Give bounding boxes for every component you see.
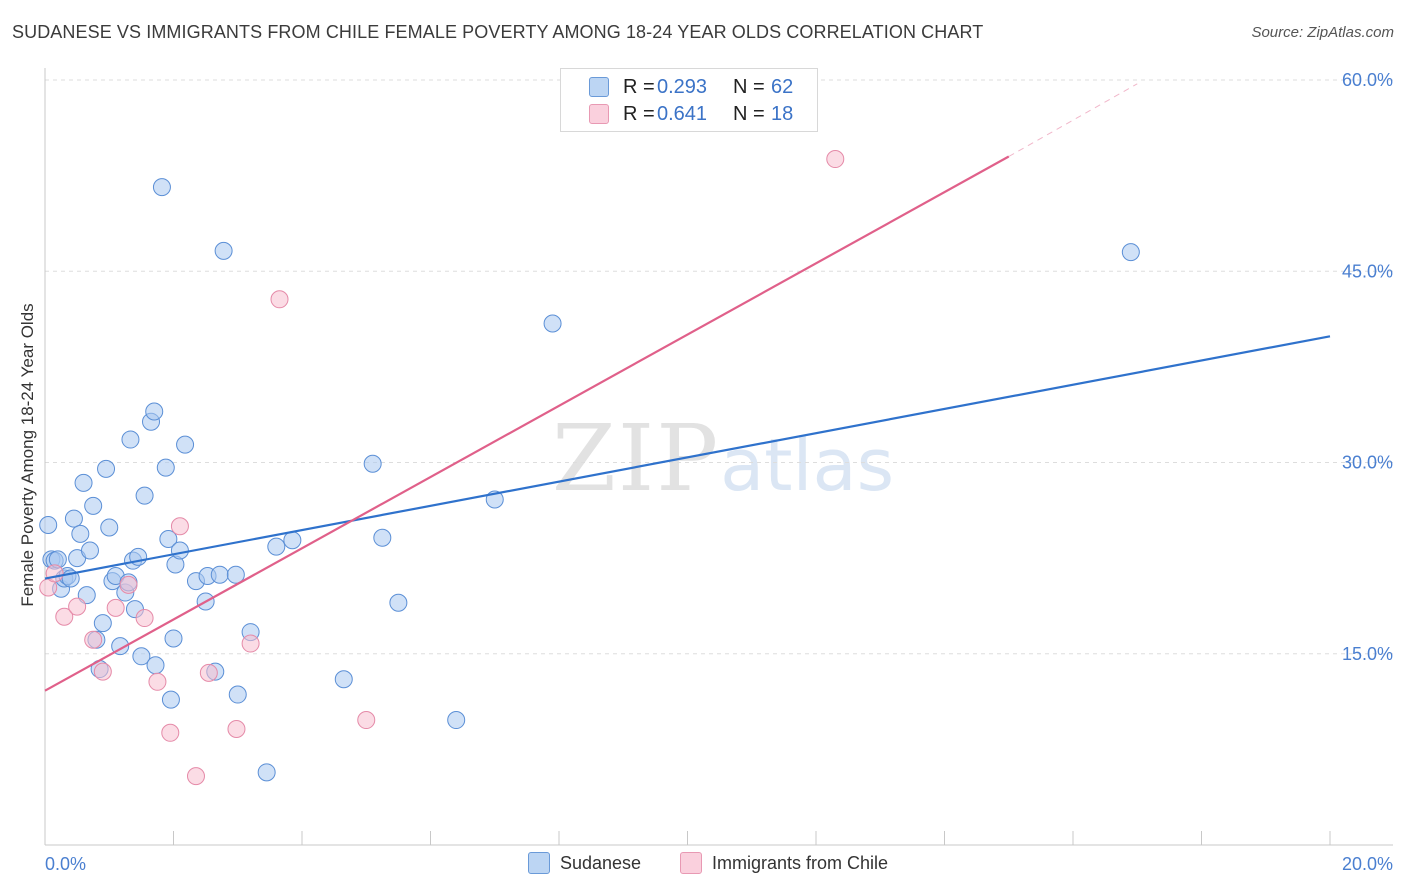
sudanese-point — [80, 541, 99, 560]
sudanese-swatch — [589, 77, 609, 97]
sudanese-point — [39, 515, 58, 534]
sudanese-legend-swatch — [528, 852, 550, 874]
chile-point — [119, 575, 138, 594]
sudanese-point — [135, 486, 154, 505]
chile-point — [170, 517, 189, 536]
sudanese-point — [71, 524, 90, 543]
sudanese-point — [161, 690, 180, 709]
n-value: 62 — [771, 75, 794, 98]
r-label: R = — [623, 102, 655, 125]
r-value: 0.293 — [657, 75, 708, 98]
n-value: 18 — [771, 102, 794, 125]
trend-layer — [44, 83, 1331, 692]
sudanese-point — [1121, 243, 1140, 262]
y-tick-label: 15.0% — [1342, 644, 1393, 664]
sudanese-point — [283, 531, 302, 550]
sudanese-point — [164, 629, 183, 648]
sudanese-point — [84, 496, 103, 515]
grid-layer — [45, 79, 1393, 655]
y-tick-label: 60.0% — [1342, 70, 1393, 90]
sudanese-point — [159, 530, 178, 548]
y-tick-label: 30.0% — [1342, 453, 1393, 473]
chile-legend-swatch — [680, 852, 702, 874]
chile-point — [106, 598, 125, 617]
chile-trend-line — [44, 155, 1010, 692]
r-label: R = — [623, 75, 655, 98]
chile-swatch — [589, 104, 609, 124]
sudanese-point — [214, 241, 233, 260]
sudanese-point — [121, 430, 140, 449]
sudanese-point — [100, 518, 119, 537]
sudanese-point — [170, 541, 189, 560]
sudanese-point — [267, 537, 286, 556]
legend-label-sudanese: Sudanese — [560, 852, 642, 873]
sudanese-point — [210, 565, 229, 584]
sudanese-point — [447, 711, 466, 730]
sudanese-point — [156, 458, 175, 477]
sudanese-point — [97, 459, 116, 478]
chile-point — [186, 767, 205, 786]
x-tick-label: 20.0% — [1342, 854, 1393, 874]
chile-point — [161, 723, 180, 742]
chile-point — [148, 672, 167, 691]
sudanese-point — [152, 178, 171, 197]
stats-legend: R = 0.293 N = 62 R = 0.641 N = 18 — [560, 68, 818, 132]
x-tick-label: 0.0% — [45, 854, 86, 874]
r-value: 0.641 — [657, 102, 708, 125]
chile-point — [826, 150, 845, 169]
y-tick-label: 45.0% — [1342, 261, 1393, 281]
chile-point — [45, 564, 64, 583]
chile-point — [199, 663, 218, 682]
legend-label-chile: Immigrants from Chile — [712, 852, 889, 873]
chile-point — [357, 711, 376, 730]
sudanese-point — [77, 586, 96, 605]
sudanese-point — [373, 528, 392, 547]
sudanese-point — [228, 685, 247, 704]
sudanese-point — [74, 473, 93, 492]
chile-point — [135, 609, 154, 628]
sudanese-point — [145, 402, 164, 421]
n-label: N = — [733, 102, 765, 125]
chile-point — [55, 607, 74, 626]
sudanese-point — [257, 763, 276, 782]
chart-title: SUDANESE VS IMMIGRANTS FROM CHILE FEMALE… — [12, 22, 984, 42]
sudanese-point — [334, 670, 353, 689]
chile-point — [227, 719, 246, 738]
sudanese-point — [176, 435, 195, 454]
n-label: N = — [733, 75, 765, 98]
legend-row-sudanese: R = 0.293 N = 62 — [589, 75, 793, 99]
sudanese-point — [64, 509, 83, 528]
source-label: Source: ZipAtlas.com — [1251, 24, 1394, 41]
legend-row-chile: R = 0.641 N = 18 — [589, 102, 793, 126]
chile-point — [68, 597, 87, 616]
legend-item-sudanese: Sudanese — [528, 852, 641, 874]
sudanese-point — [389, 593, 408, 612]
chile-point — [84, 630, 103, 649]
series-legend: Sudanese Immigrants from Chile — [0, 852, 1406, 878]
sudanese-point — [543, 314, 562, 333]
sudanese-point — [93, 614, 112, 633]
points-layer — [39, 150, 1140, 786]
sudanese-point — [146, 656, 165, 675]
axes-layer — [44, 68, 1393, 846]
chile-point — [241, 634, 260, 653]
ticks-layer: 15.0% 30.0% 45.0% 60.0% 0.0% 20.0% — [45, 70, 1393, 874]
chile-trend-extension — [1008, 83, 1138, 157]
sudanese-trend-line — [44, 335, 1331, 580]
sudanese-point — [226, 565, 245, 584]
chile-point — [270, 290, 289, 309]
sudanese-point — [132, 647, 151, 666]
legend-item-chile: Immigrants from Chile — [680, 852, 888, 874]
sudanese-point — [363, 454, 382, 473]
chile-point — [93, 662, 112, 681]
